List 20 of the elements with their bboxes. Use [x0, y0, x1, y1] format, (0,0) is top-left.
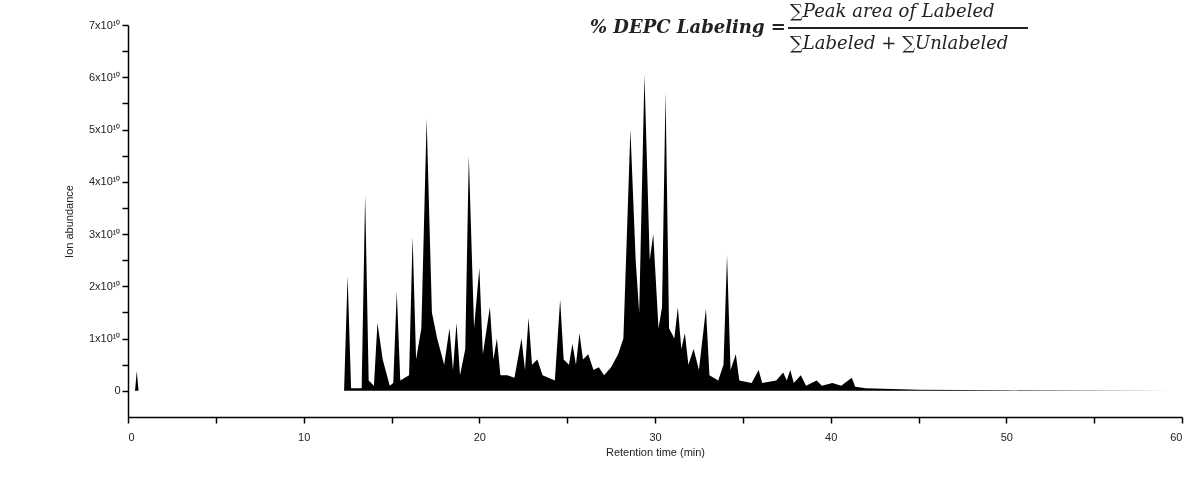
text: ∑Peak area of Labeled — [790, 0, 995, 21]
y-axis-title: Ion abundance — [62, 185, 75, 258]
x-axis-title: Retention time (min) — [605, 445, 706, 458]
y-tick-label: 0 — [114, 384, 121, 397]
y-tick-label: 2x10¹⁰ — [88, 279, 121, 292]
x-tick-label: 50 — [1000, 430, 1013, 443]
y-tick-label: 5x10¹⁰ — [88, 123, 121, 136]
y-tick-label: 3x10¹⁰ — [88, 227, 121, 240]
annotation: ∑Labeled + ∑Unlabeled — [790, 32, 1009, 53]
x-tick-label: 10 — [298, 430, 311, 443]
x-tick-label: 40 — [825, 430, 838, 443]
annotation: % DEPC Labeling = — [590, 16, 786, 37]
y-tick-label: 7x10¹⁰ — [88, 18, 121, 31]
y-tick-label: 4x10¹⁰ — [88, 175, 121, 188]
x-tick-label: 60 — [1170, 430, 1183, 443]
x-tick-label: 30 — [649, 430, 662, 443]
x-tick-label: 0 — [128, 430, 135, 443]
x-tick-label: 20 — [473, 430, 486, 443]
y-tick-label: 1x10¹⁰ — [88, 332, 121, 345]
y-tick-label: 6x10¹⁰ — [88, 70, 121, 83]
